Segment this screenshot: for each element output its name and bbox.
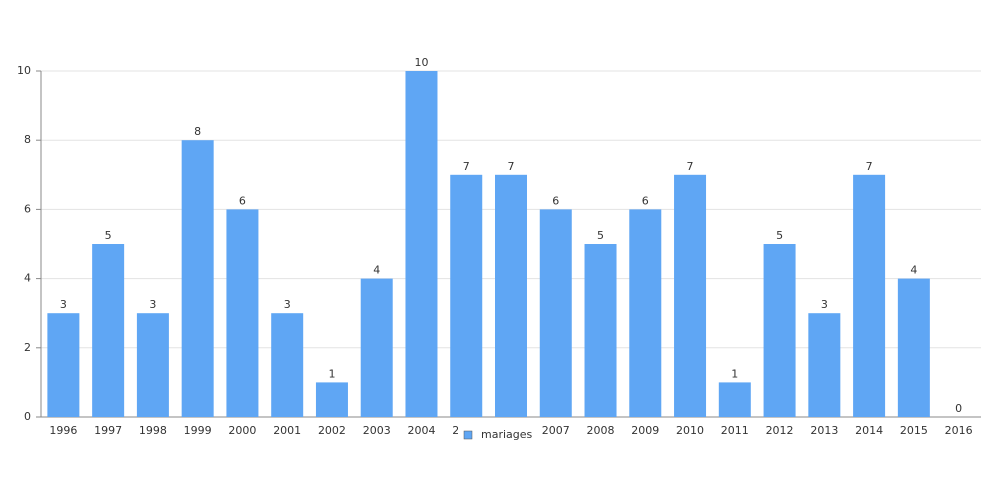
data-label: 4 [910,264,917,277]
bar [405,71,438,417]
bar [674,174,707,417]
bar [584,244,617,417]
data-label: 1 [328,367,335,380]
data-label: 3 [821,298,828,311]
x-tick-label: 1998 [139,424,167,437]
data-label: 6 [239,194,246,207]
bar [450,174,483,417]
y-tick-label: 8 [24,133,31,146]
bar [315,382,348,417]
x-tick-label: 2010 [676,424,704,437]
bar [897,278,930,417]
data-label: 5 [105,229,112,242]
bar [629,209,662,417]
bar [495,174,527,417]
bar [808,313,841,417]
bar [360,278,393,417]
bar [47,313,80,417]
data-label: 6 [552,194,559,207]
x-tick-label: 2015 [900,424,928,437]
x-tick-label: 2008 [587,424,615,437]
x-tick-label: 2013 [810,424,838,437]
data-label: 7 [866,160,873,173]
data-label: 1 [731,367,738,380]
data-label: 3 [149,298,156,311]
x-tick-label: 2014 [855,424,883,437]
data-label: 4 [373,264,380,277]
bar [181,140,214,417]
x-tick-label: 2000 [228,424,256,437]
data-label: 8 [194,125,201,138]
x-tick-label: 2012 [766,424,794,437]
bar [92,244,125,417]
x-tick-label: 2003 [363,424,391,437]
x-tick-label: 2004 [407,424,435,437]
data-label: 5 [597,229,604,242]
y-tick-label: 2 [24,341,31,354]
y-tick-label: 4 [24,272,31,285]
bar [136,313,169,417]
bar [763,244,796,417]
data-label: 5 [776,229,783,242]
data-label: 7 [687,160,694,173]
bar [853,174,886,417]
data-label: 10 [414,56,428,69]
data-label: 7 [463,160,470,173]
data-label: 0 [955,402,962,415]
x-tick-label: 2016 [945,424,973,437]
data-label: 3 [284,298,291,311]
legend-bg [458,426,540,444]
bar [226,209,259,417]
x-tick-label: 2011 [721,424,749,437]
legend-label[interactable]: mariages [481,428,533,441]
data-label: 6 [642,194,649,207]
x-tick-label: 1996 [49,424,77,437]
y-tick-label: 10 [17,64,31,77]
x-tick-label: 1997 [94,424,122,437]
bar [718,382,751,417]
bar [271,313,304,417]
x-tick-label: 2009 [631,424,659,437]
data-label: 3 [60,298,67,311]
y-tick-label: 0 [24,410,31,423]
x-tick-label: 2002 [318,424,346,437]
x-tick-label: 1999 [184,424,212,437]
bar [539,209,572,417]
x-tick-label: 2007 [542,424,570,437]
data-label: 7 [508,160,515,173]
legend-swatch [463,430,473,440]
x-tick-label: 2001 [273,424,301,437]
y-tick-label: 6 [24,202,31,215]
